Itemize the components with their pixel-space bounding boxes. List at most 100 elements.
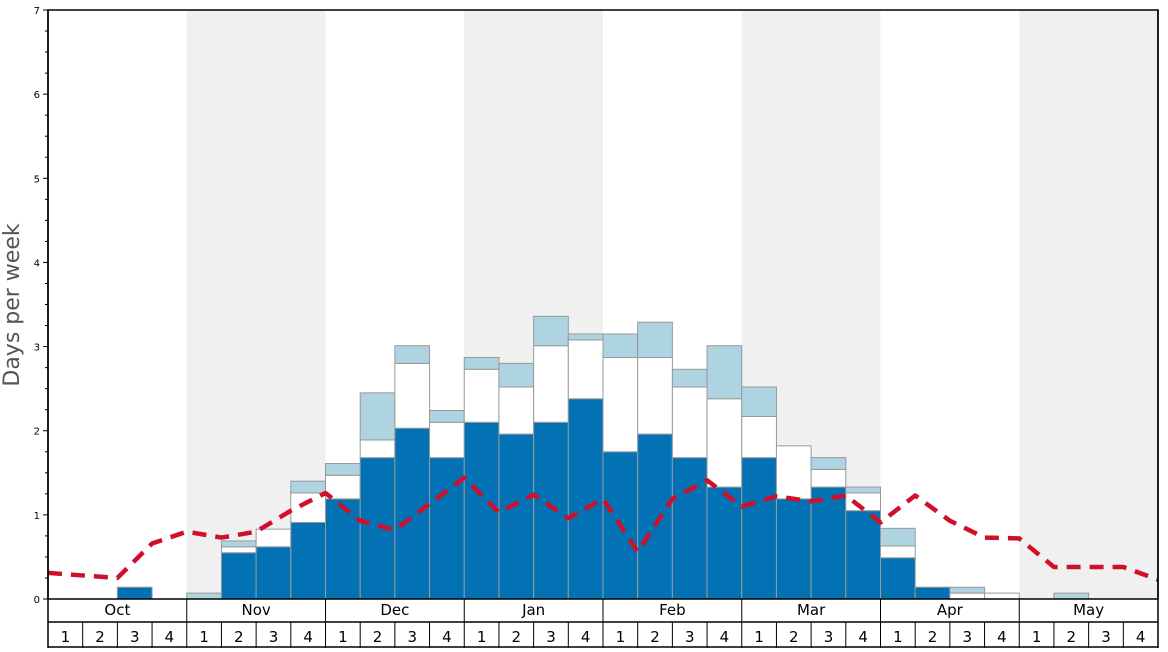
week-label: 4 [997, 628, 1007, 646]
bar-segment-w25-s1 [880, 557, 916, 600]
bar-segment-w25-s2 [880, 545, 916, 559]
y-tick-label: 1 [34, 511, 40, 522]
bar-segment-w20-s3 [706, 345, 743, 400]
month-label-apr: Apr [937, 601, 964, 619]
bar-segment-w30-s3 [1053, 592, 1090, 600]
bar-segment-w21-s1 [741, 457, 777, 600]
bar-segment-w24-s1 [845, 510, 881, 600]
week-label: 1 [61, 628, 71, 646]
week-label: 4 [1136, 628, 1146, 646]
bar-segment-w23-s1 [810, 486, 847, 600]
bar-segment-w10-s2 [359, 439, 396, 459]
week-label: 2 [373, 628, 383, 646]
bar-segment-w20-s2 [706, 398, 743, 488]
bar-segment-w19-s3 [671, 368, 708, 388]
bar-segment-w17-s3 [602, 333, 639, 359]
bar-segment-w15-s2 [533, 345, 569, 423]
month-label-feb: Feb [659, 601, 686, 619]
bar-segment-w12-s3 [429, 410, 465, 423]
bar-segment-w13-s3 [463, 357, 500, 370]
bar-segment-w16-s2 [567, 339, 604, 400]
bar-segment-w16-s1 [567, 398, 604, 600]
bar-segment-w20-s1 [706, 486, 743, 600]
bar-segment-w23-s2 [810, 468, 847, 488]
week-label: 2 [512, 628, 522, 646]
bar-segment-w9-s3 [325, 463, 361, 476]
month-label-may: May [1073, 601, 1104, 619]
week-label: 1 [754, 628, 764, 646]
bar-segment-w19-s2 [671, 386, 708, 459]
bar-segment-w17-s2 [602, 357, 639, 453]
week-label: 1 [477, 628, 487, 646]
bar-segment-w21-s3 [741, 386, 777, 417]
bar-segment-w5-s3 [186, 592, 222, 600]
bar-segment-w22-s2 [775, 445, 812, 500]
week-label: 1 [616, 628, 626, 646]
week-label: 3 [824, 628, 834, 646]
bar-segment-w22-s1 [775, 498, 812, 600]
bar-segment-w27-s2 [949, 592, 986, 600]
week-label: 1 [893, 628, 903, 646]
bar-segment-w13-s1 [463, 421, 500, 600]
week-label: 2 [95, 628, 105, 646]
bar-segment-w13-s2 [463, 368, 500, 423]
week-label: 2 [234, 628, 244, 646]
month-label-oct: Oct [104, 601, 130, 619]
week-label: 4 [303, 628, 313, 646]
month-shading [186, 10, 1158, 599]
trend-line-path [47, 475, 1159, 582]
week-label: 2 [789, 628, 799, 646]
bar-segment-w19-s1 [671, 457, 708, 600]
y-tick-label: 6 [34, 90, 40, 101]
bar-segment-w10-s3 [359, 392, 396, 441]
bar-segment-w8-s2 [290, 492, 326, 523]
bar-segment-w14-s1 [498, 433, 535, 600]
bar-segment-w8-s1 [290, 521, 326, 600]
month-label-mar: Mar [797, 601, 826, 619]
bar-segment-w24-s3 [845, 486, 881, 494]
week-label: 4 [442, 628, 452, 646]
bar-segment-w18-s2 [637, 357, 673, 435]
bar-segment-w15-s3 [533, 315, 569, 347]
bars [116, 315, 1090, 600]
week-label: 4 [581, 628, 591, 646]
week-label: 4 [165, 628, 175, 646]
week-label: 1 [199, 628, 209, 646]
week-label: 3 [1101, 628, 1111, 646]
y-tick-label: 4 [34, 258, 40, 269]
bar-segment-w14-s2 [498, 386, 535, 435]
week-label: 2 [650, 628, 660, 646]
bar-segment-w11-s3 [394, 345, 431, 364]
bar-segment-w15-s1 [533, 421, 569, 600]
axes [43, 9, 1159, 648]
axis-labels: Days per week 0 1 2 3 4 5 6 7 Oct Nov Dec Jan Feb Mar… [0, 6, 1145, 646]
y-tick-label: 0 [34, 595, 40, 606]
y-axis-label: Days per week [0, 223, 25, 386]
week-label: 1 [338, 628, 348, 646]
bar-segment-w11-s2 [394, 362, 431, 429]
bar-segment-w6-s1 [220, 552, 257, 600]
week-label: 2 [928, 628, 938, 646]
week-label: 3 [546, 628, 556, 646]
week-label: 4 [720, 628, 730, 646]
y-tick-label: 7 [34, 6, 40, 17]
week-label: 3 [407, 628, 417, 646]
bar-segment-w6-s2 [220, 546, 257, 554]
bar-segment-w18-s1 [637, 433, 673, 600]
month-label-jan: Jan [521, 601, 545, 619]
week-label: 4 [858, 628, 868, 646]
bar-segment-w21-s2 [741, 415, 777, 459]
y-tick-label: 2 [34, 427, 40, 438]
week-label: 2 [1067, 628, 1077, 646]
bar-segment-w16-s3 [567, 333, 604, 341]
week-label: 3 [685, 628, 695, 646]
trend-line [47, 475, 1159, 582]
month-label-nov: Nov [241, 601, 270, 619]
week-label: 3 [130, 628, 140, 646]
y-tick-label: 5 [34, 174, 40, 185]
y-tick-label: 3 [34, 343, 40, 354]
bar-segment-w25-s3 [880, 527, 916, 547]
bar-segment-w7-s1 [255, 546, 292, 600]
